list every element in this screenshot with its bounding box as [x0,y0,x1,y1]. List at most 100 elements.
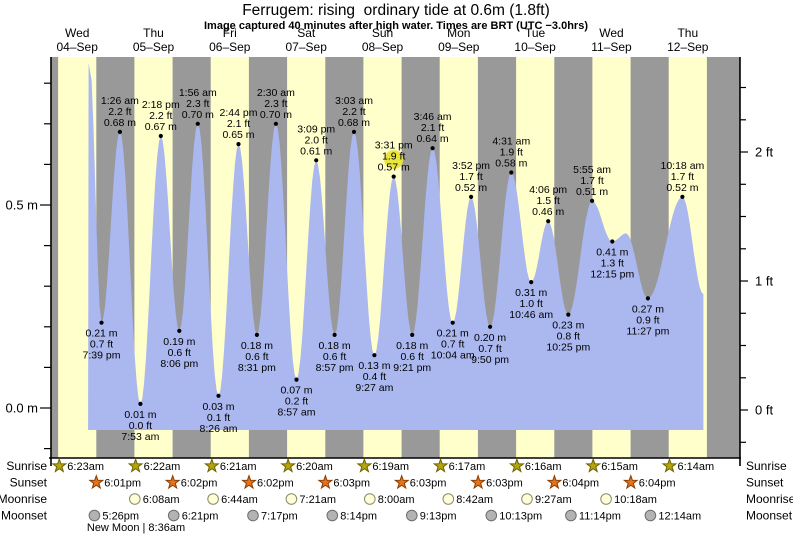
tide-low-label-line: 0.7 ft [478,343,501,355]
sunrise-star-icon [432,457,449,473]
moonrise-time: 8:42am [456,494,493,506]
axes [49,57,741,466]
day-name-label: Wed [65,26,89,40]
tide-high-label-line: 0.58 m [495,158,527,170]
tide-high-label-line: 1.7 ft [580,175,603,187]
tide-extreme-dot [590,198,595,203]
moonset-icon [406,509,418,522]
left-axis-label: 0.0 m [5,401,38,416]
moonset-time: 5:26pm [102,511,139,523]
day-date-label: 06–Sep [209,40,251,54]
tide-extreme-dot [314,158,319,163]
moonset-time: 9:13pm [420,511,457,523]
tide-low-label-line: 0.2 ft [285,396,308,408]
right-axis-label: 2 ft [755,145,773,160]
tide-high-label-line: 2:30 am [257,87,295,99]
moonrise-time: 8:00am [378,494,415,506]
tide-high-label-line: 0.67 m [145,121,177,133]
tide-high-label-line: 0.51 m [576,186,608,198]
moonset-icon [167,509,180,522]
moonset-icon [326,509,339,522]
tide-low-label-line: 8:26 am [200,423,238,435]
sunset-time: 6:03pm [486,478,523,490]
day-name-label: Sat [297,26,316,40]
tide-low-label-line: 0.23 m [552,320,584,332]
day-name-label: Thu [143,26,164,40]
tide-low-label-line: 7:39 pm [83,350,121,362]
tide-low-label-line: 0.31 m [515,287,547,299]
sunset-time: 6:01pm [104,478,141,490]
day-name-label: Thu [677,26,698,40]
tide-high-label-line: 1.9 ft [500,147,523,159]
sunrise-time: 6:17am [449,461,486,473]
day-date-label: 04–Sep [57,40,99,54]
tide-high-label-line: 2.1 ft [227,118,250,130]
tide-low-label-line: 0.19 m [163,336,195,348]
tide-high-label-line: 2.2 ft [108,106,131,118]
tide-high-label-line: 0.68 m [338,117,370,129]
day-name-label: Mon [447,26,470,40]
tide-low-label-line: 0.18 m [241,340,273,352]
sunset-star-icon [546,474,563,490]
tide-extreme-dot [529,280,534,285]
tide-extreme-dot [195,121,200,126]
sunset-star-icon [88,474,105,490]
tide-extreme-dot [216,393,221,398]
chart-title: Ferrugem: rising ordinary tide at 0.6m (… [242,2,550,19]
left-axis-label: 0.5 m [5,198,38,213]
tide-extreme-dot [488,324,493,329]
tide-extreme-dot [546,219,551,224]
tide-low-label-line: 0.18 m [396,340,428,352]
tide-labels: 0.21 m0.7 ft7:39 pm1:26 am2.2 ft0.68 m0.… [83,87,705,443]
tide-low-label-line: 0.01 m [124,409,156,421]
moonset-time: 7:17pm [261,511,298,523]
astro-row-label-right: Sunrise [746,459,787,473]
tide-high-label-line: 3:31 pm [375,140,413,152]
moonset-icon [644,509,657,522]
tide-high-label-line: 0.52 m [666,182,698,194]
tide-high-label-line: 4:31 am [492,136,530,148]
sunrise-time: 6:14am [678,461,715,473]
moonset-icon [88,509,101,522]
tide-extreme-dot [99,320,104,325]
tide-low-label-line: 8:57 am [278,407,316,419]
tide-low-label-line: 10:25 pm [546,342,590,354]
tide-low-label-line: 0.7 ft [90,339,113,351]
sunset-star-icon [393,474,410,490]
tide-extreme-dot [410,332,415,337]
tide-low-label-line: 0.0 ft [129,420,152,432]
tide-low-label-line: 0.8 ft [557,331,580,343]
tide-low-label-line: 12:15 pm [590,269,634,281]
tide-high-label-line: 2.3 ft [186,98,209,110]
tide-high-label-line: 1.9 ft [382,151,405,163]
sunset-star-icon [470,474,486,490]
axis-ticks [40,82,748,450]
tide-high-label-line: 0.64 m [417,133,449,145]
moonrise-icon [285,493,298,505]
moonset-time: 12:14am [658,511,701,523]
day-date-label: 07–Sep [286,40,328,54]
tide-extreme-dot [177,328,182,333]
tide-low-label-line: 0.6 ft [245,351,268,363]
tide-low-label-line: 0.6 ft [168,347,191,359]
tide-extreme-dot [680,194,685,199]
tide-high-label-line: 0.52 m [455,182,487,194]
chart-subtitle: Image captured 40 minutes after high wat… [204,20,588,32]
tide-high-label-line: 1.7 ft [459,171,482,183]
sunrise-time: 6:19am [372,461,409,473]
sunrise-time: 6:20am [296,461,333,473]
moonrise-icon [442,493,455,505]
tide-high-label-line: 2.2 ft [149,110,172,122]
moonrise-time: 7:21am [299,494,336,506]
tide-high-label-line: 0.70 m [182,109,214,121]
tide-extreme-dot [610,239,615,244]
tide-low-label-line: 0.13 m [358,360,390,372]
tide-extreme-dot [273,121,278,126]
tide-extreme-dot [332,332,337,337]
tide-low-label-line: 0.1 ft [207,412,230,424]
tide-extreme-dot [645,296,651,301]
moonset-time: 8:14pm [340,511,377,523]
tide-extreme-dot [138,401,143,406]
tide-low-label-line: 0.6 ft [323,351,346,363]
